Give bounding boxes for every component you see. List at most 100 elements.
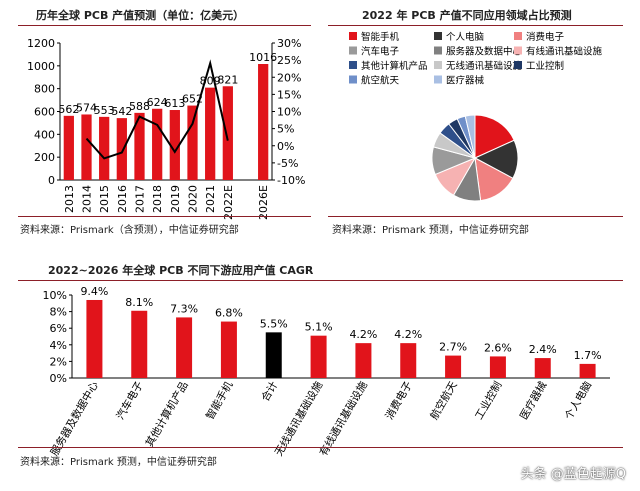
chart3-top-rule	[18, 280, 623, 281]
chart3-y-tick-label: 0%	[50, 372, 67, 385]
chart3-x-tick-label: 工业控制	[472, 379, 504, 422]
chart1-bar	[134, 112, 145, 180]
chart3-bar-label: 2.7%	[439, 341, 467, 354]
chart1-bar-label: 624	[147, 96, 168, 109]
chart1-bar-label: 588	[129, 100, 150, 113]
chart2-legend-label: 消费电子	[526, 31, 565, 43]
chart2-legend-label: 医疗器械	[446, 75, 485, 87]
chart3-y-tick-label: 6%	[50, 322, 67, 335]
chart1-bar-label: 574	[76, 101, 97, 114]
chart3-bar-label: 2.4%	[529, 343, 557, 356]
chart2-legend-swatch	[434, 32, 442, 40]
chart2-legend-swatch	[434, 46, 442, 55]
chart2-legend-label: 航空航天	[361, 75, 400, 87]
chart3-x-tick-label: 合计	[259, 379, 281, 404]
chart3-bar	[445, 355, 462, 378]
chart1-y-tick-label: 200	[34, 151, 55, 164]
chart1-y2-tick-label: 5%	[277, 123, 294, 136]
chart3-bar	[176, 317, 193, 378]
chart3-title: 2022~2026 年全球 PCB 不同下游应用产值 CAGR	[48, 264, 314, 277]
chart1-bar-label: 553	[94, 104, 115, 117]
chart1-bar-label: 613	[164, 97, 185, 110]
chart1-bar	[258, 64, 269, 180]
chart3-bar-label: 4.2%	[349, 328, 377, 341]
chart1-y2-tick-label: -10%	[277, 174, 305, 187]
chart1-x-tick-label: 2017	[134, 185, 147, 213]
chart3-x-tick-label: 汽车电子	[114, 379, 146, 422]
chart1-source: 资料来源：Prismark（含预测），中信证券研究部	[20, 225, 239, 236]
chart1-bar	[81, 114, 92, 180]
chart1-bar	[169, 110, 180, 180]
chart1-y2-tick-label: 15%	[277, 88, 301, 101]
chart2-pie-slice	[464, 114, 476, 159]
chart1-bar	[63, 115, 74, 180]
chart2-bottom-rule	[328, 216, 623, 217]
chart3-bar-label: 1.7%	[574, 349, 602, 362]
chart1-x-tick-label: 2022E	[222, 185, 235, 220]
chart1-top-rule	[18, 25, 311, 26]
chart3-bar-label: 8.1%	[125, 296, 153, 309]
chart1-y-tick-label: 1200	[27, 37, 55, 50]
chart3-bar	[534, 358, 551, 378]
chart3-y-tick-label: 10%	[43, 289, 67, 302]
chart1-x-tick-label: 2026E	[257, 185, 270, 220]
chart3-y-tick-label: 2%	[50, 355, 67, 368]
chart3-x-tick-label: 其他计算机产品	[143, 379, 191, 449]
chart2-legend-label: 服务器及数据中心	[446, 46, 523, 58]
chart1-x-tick-label: 2016	[116, 185, 129, 213]
chart2-legend-swatch	[349, 46, 357, 55]
chart2-legend-label: 其他计算机产品	[361, 60, 428, 72]
chart2-legend-label: 有线通讯基础设施	[526, 46, 603, 58]
chart1-x-tick-label: 2014	[81, 185, 94, 213]
chart1-bar-label: 562	[58, 103, 79, 116]
chart1-x-tick-label: 2021	[204, 185, 217, 213]
chart3-bar	[86, 299, 103, 378]
chart3-bar	[131, 310, 148, 378]
chart2-legend-swatch	[349, 75, 357, 84]
chart2-source: 资料来源：Prismark 预测，中信证券研究部	[332, 225, 529, 236]
chart2-legend-swatch	[514, 46, 522, 55]
chart2-legend-label: 无线通讯基础设施	[446, 60, 523, 72]
chart1-growth-line	[85, 59, 229, 160]
chart1-title: 历年全球 PCB 产值预测（单位：亿美元）	[36, 9, 245, 22]
chart3-bar	[265, 332, 282, 378]
chart1-y2-tick-label: 25%	[277, 54, 301, 67]
chart1-bar-label: 821	[217, 73, 238, 86]
chart1-y-tick-label: 800	[34, 83, 55, 96]
chart1-y2-tick-label: 20%	[277, 71, 301, 84]
chart1-x-tick-label: 2013	[63, 185, 76, 213]
chart3-bar	[310, 335, 327, 378]
chart3-bar	[220, 321, 237, 378]
chart3-x-tick-label: 航空航天	[427, 379, 460, 422]
chart3-bar-label: 2.6%	[484, 341, 512, 354]
chart1-x-tick-label: 2019	[169, 185, 182, 213]
chart3-bottom-rule	[18, 447, 623, 448]
chart1-bar	[187, 105, 198, 180]
chart1-y-tick-label: 1000	[27, 60, 55, 73]
chart1-bottom-rule	[18, 216, 311, 217]
chart2-top-rule	[328, 25, 623, 26]
chart2-legend-swatch	[514, 32, 522, 40]
chart1-x-tick-label: 2015	[98, 185, 111, 213]
chart3-x-tick-label: 医疗器械	[517, 379, 550, 422]
chart3-x-tick-label: 消费电子	[383, 379, 415, 422]
chart2-legend-swatch	[434, 61, 442, 69]
chart3-bar	[400, 343, 417, 378]
chart3-y-tick-label: 4%	[50, 339, 67, 352]
chart2-legend-label: 个人电脑	[446, 31, 484, 43]
chart3-bar	[355, 343, 372, 378]
chart1-y2-tick-label: -5%	[277, 157, 298, 170]
chart2-title: 2022 年 PCB 产值不同应用领域占比预测	[362, 9, 572, 22]
chart1-y2-tick-label: 30%	[277, 37, 301, 50]
chart1-bar	[116, 118, 127, 180]
chart1-y2-tick-label: 0%	[277, 140, 294, 153]
chart1-bar	[99, 116, 110, 180]
chart2-legend-label: 汽车电子	[361, 46, 400, 58]
chart3-bar-label: 7.3%	[170, 302, 198, 315]
chart3-bar-label: 5.5%	[260, 317, 288, 330]
chart3-bar-label: 6.8%	[215, 307, 243, 320]
chart3-bar	[579, 363, 596, 378]
chart3-bar-label: 9.4%	[80, 285, 108, 298]
